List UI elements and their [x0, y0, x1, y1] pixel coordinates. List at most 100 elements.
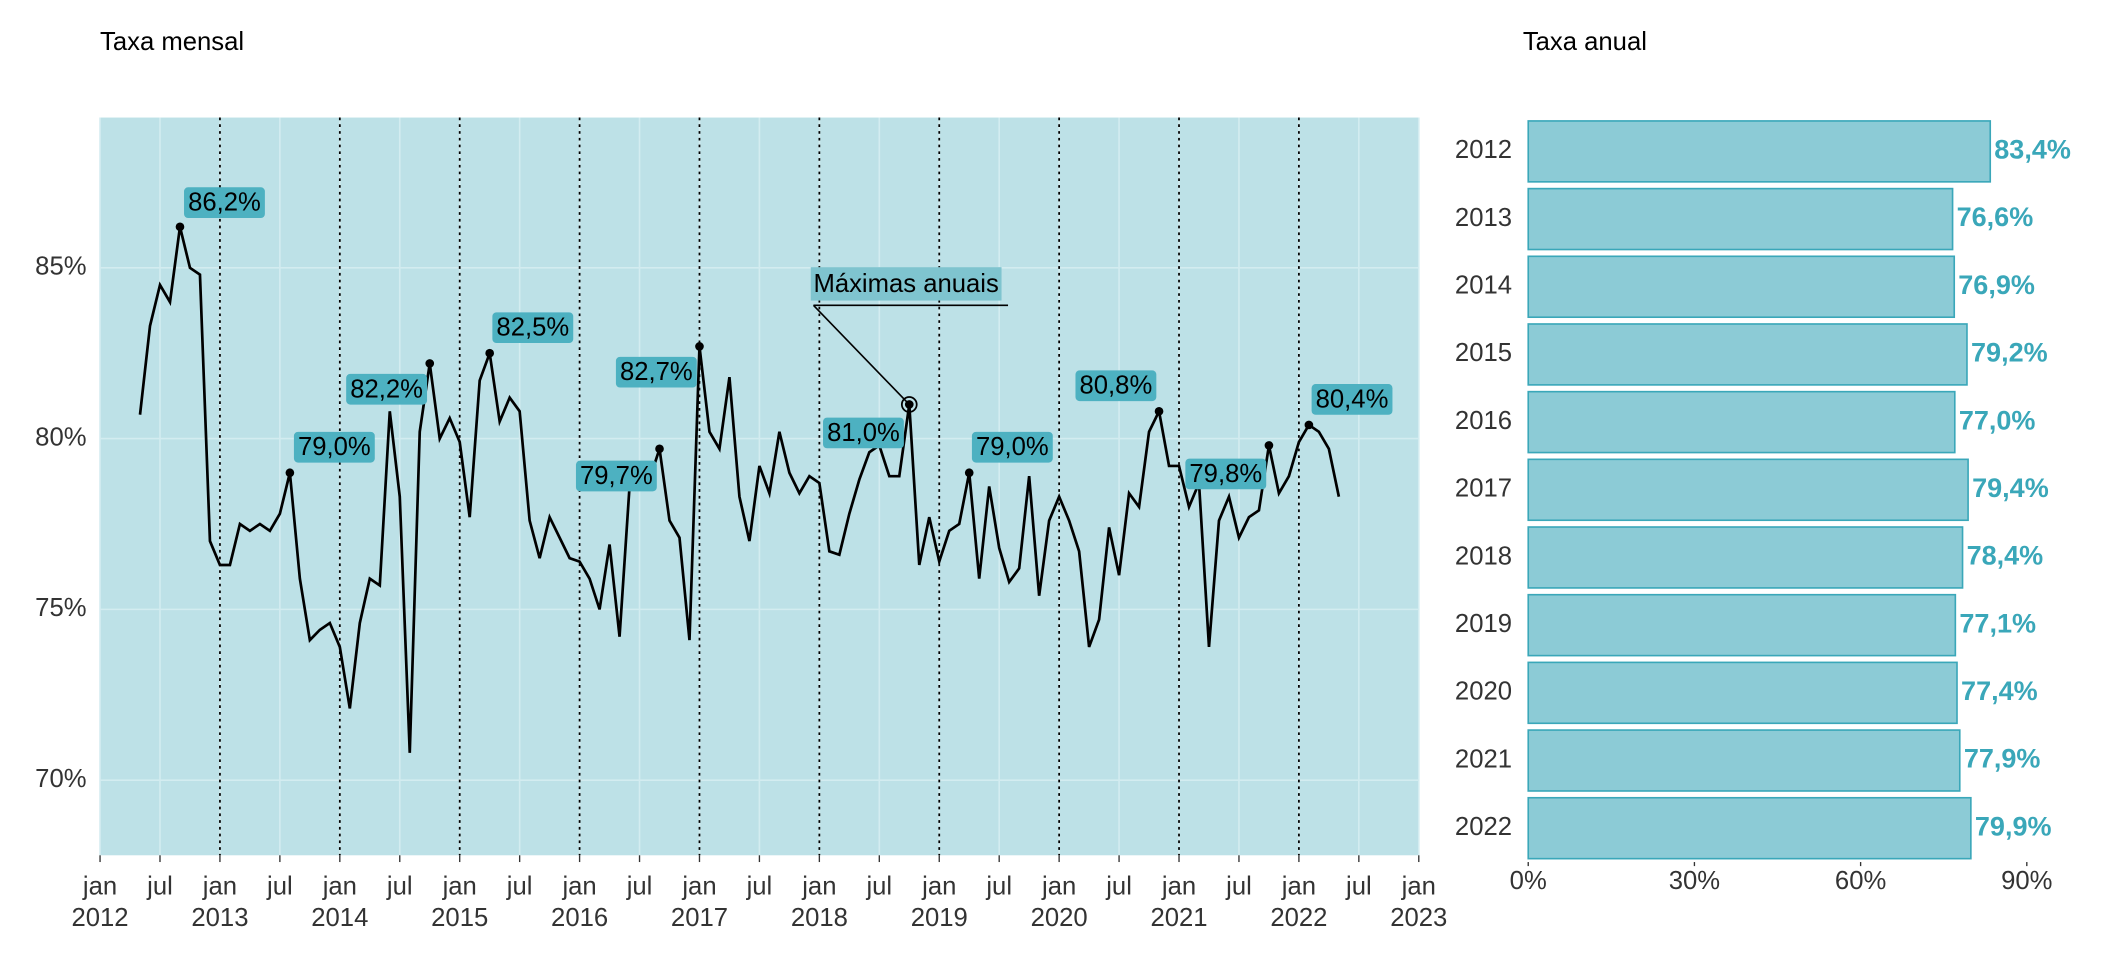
bar: [1527, 187, 1954, 251]
bar: [1527, 661, 1958, 725]
bar: [1527, 593, 1957, 657]
max-point: [1304, 420, 1314, 430]
x-tick-label: jan 2012: [72, 872, 129, 931]
category-label: 2013: [1455, 204, 1512, 232]
x-tick-label: jan 2022: [1270, 872, 1327, 931]
x-tick-label: jul: [386, 872, 413, 900]
category-label: 2015: [1455, 339, 1512, 367]
category-label: 2017: [1455, 475, 1512, 503]
x-tick-label: jan 2019: [911, 872, 968, 931]
max-point: [1154, 406, 1164, 416]
bar: [1527, 729, 1961, 792]
max-label-box: [346, 373, 428, 405]
callout-leader: [812, 304, 910, 406]
value-label: 76,6%: [1957, 202, 2034, 232]
bar-title: Taxa anual: [1523, 28, 1647, 56]
x-tick-label: jul: [865, 872, 892, 900]
max-point: [425, 359, 435, 368]
max-label: 79,8%: [1189, 460, 1262, 488]
y-tick-label: 80%: [35, 423, 86, 451]
category-label: 2019: [1455, 610, 1512, 638]
x-tick-label: jul: [266, 872, 293, 900]
x-tick-label: jul: [985, 872, 1012, 900]
x-tick-label: jul: [1105, 872, 1132, 900]
max-point: [485, 348, 495, 358]
x-tick-label: jan 2021: [1150, 872, 1207, 931]
max-point: [655, 444, 664, 454]
category-label: 2018: [1455, 542, 1512, 570]
max-label: 80,8%: [1080, 372, 1153, 400]
max-label: 79,0%: [298, 433, 371, 461]
bar: [1527, 390, 1956, 454]
x-tick-label: jan 2015: [431, 872, 488, 931]
max-label: 86,2%: [188, 189, 261, 217]
category-label: 2020: [1455, 678, 1512, 706]
max-label-box: [615, 356, 697, 388]
max-label-box: [1311, 384, 1393, 415]
x-tick-label: jul: [146, 872, 173, 900]
y-tick-label: 85%: [35, 253, 86, 281]
max-label: 82,2%: [350, 375, 423, 403]
callout-ring: [900, 396, 918, 413]
value-label: 79,9%: [1975, 811, 2052, 841]
value-label: 77,1%: [1959, 608, 2036, 638]
x-tick-label: jan 2016: [551, 872, 608, 931]
x-tick-label: jan 2017: [671, 872, 728, 931]
x-tick-label: 30%: [1669, 867, 1720, 895]
max-point: [695, 342, 704, 351]
line-title: Taxa mensal: [100, 28, 244, 56]
y-tick-label: 75%: [35, 594, 86, 622]
max-label-box: [971, 431, 1053, 463]
x-tick-label: jul: [506, 872, 533, 900]
bar: [1527, 526, 1964, 589]
value-label: 79,4%: [1972, 473, 2049, 503]
max-label-box: [1185, 458, 1267, 490]
value-label: 79,2%: [1971, 338, 2048, 368]
value-label: 78,4%: [1967, 541, 2044, 571]
x-tick-label: jul: [746, 872, 773, 900]
x-tick-label: jan 2014: [311, 872, 368, 931]
y-tick-label: 70%: [35, 765, 86, 793]
bar: [1527, 796, 1972, 860]
max-label-box: [575, 460, 657, 492]
x-tick-label: jan 2023: [1390, 872, 1447, 931]
category-label: 2016: [1455, 407, 1512, 435]
callout-label: Máximas anuais: [813, 270, 998, 298]
max-label: 82,5%: [496, 314, 569, 342]
max-point: [1264, 441, 1274, 450]
x-tick-label: 0%: [1510, 867, 1547, 895]
x-tick-label: jan 2020: [1031, 872, 1088, 931]
value-label: 83,4%: [1994, 135, 2071, 165]
max-label-box: [823, 417, 904, 449]
value-label: 76,9%: [1958, 270, 2035, 300]
x-tick-label: 90%: [2001, 867, 2052, 895]
category-label: 2021: [1455, 745, 1512, 773]
max-label-box: [492, 312, 574, 344]
bar: [1527, 323, 1968, 386]
x-tick-label: jul: [626, 872, 653, 900]
max-point: [964, 468, 974, 478]
max-label: 80,4%: [1316, 385, 1389, 413]
value-label: 77,4%: [1961, 676, 2038, 706]
callout-box: [810, 267, 1002, 301]
bar: [1527, 120, 1992, 183]
max-label: 81,0%: [827, 419, 900, 447]
line: [138, 226, 1341, 753]
category-label: 2022: [1455, 813, 1512, 841]
max-label: 79,7%: [580, 462, 653, 490]
max-label: 79,0%: [976, 433, 1049, 461]
value-label: 77,9%: [1964, 744, 2041, 774]
category-label: 2014: [1455, 272, 1512, 300]
max-label: 82,7%: [620, 358, 693, 386]
max-label-box: [184, 187, 265, 219]
x-tick-label: jan 2013: [191, 872, 248, 931]
x-tick-label: jan 2018: [791, 872, 848, 931]
max-point: [285, 468, 295, 478]
x-tick-label: jul: [1225, 872, 1252, 900]
x-tick-label: jul: [1345, 872, 1372, 900]
max-point: [175, 222, 185, 232]
max-label-box: [1075, 370, 1157, 402]
x-tick-label: 60%: [1835, 867, 1886, 895]
